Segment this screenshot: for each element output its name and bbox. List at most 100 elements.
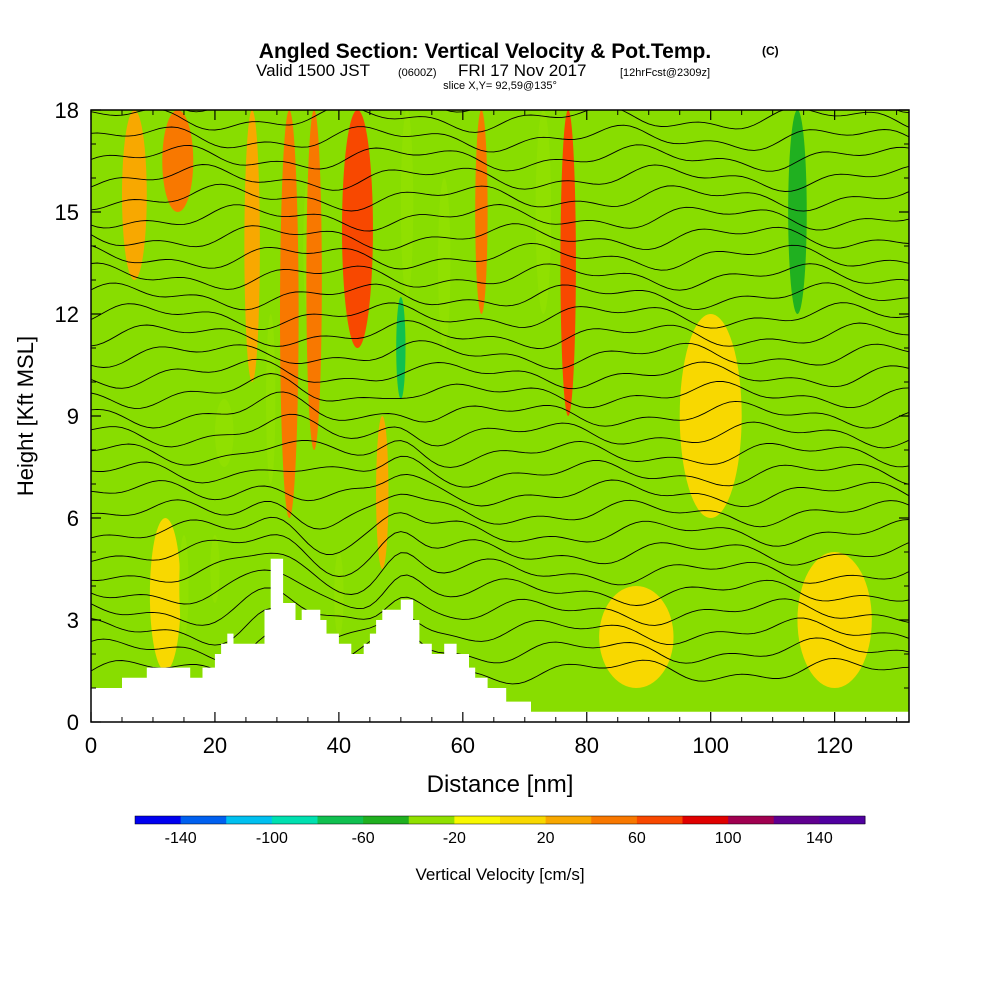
axes: 0 20 40 60 80 100 120 0 3 6 9 12 15 18 xyxy=(55,98,909,758)
x-tick-label: 0 xyxy=(85,733,97,758)
isentrope-line xyxy=(91,320,909,349)
x-tick-label: 60 xyxy=(451,733,475,758)
isentrope-line xyxy=(91,242,909,271)
isentrope-line xyxy=(91,262,909,291)
y-tick-label: 0 xyxy=(67,710,79,735)
velocity-cell xyxy=(210,535,220,603)
velocity-cell xyxy=(179,535,189,637)
colorbar-label: Vertical Velocity [cm/s] xyxy=(415,865,584,884)
colorbar-swatch xyxy=(271,816,318,824)
title-slice: slice X,Y= 92,59@135° xyxy=(443,80,557,92)
isentrope-line xyxy=(91,340,909,370)
isentrope-line xyxy=(91,440,909,468)
x-tick-label: 80 xyxy=(575,733,599,758)
isentrope-line xyxy=(91,373,909,409)
velocity-cell xyxy=(535,110,552,314)
colorbar-frame xyxy=(134,815,866,825)
colorbar-swatch xyxy=(819,816,866,824)
isentrope-line xyxy=(91,124,909,153)
velocity-cell xyxy=(266,314,276,484)
y-tick-label: 9 xyxy=(67,404,79,429)
colorbar-swatch xyxy=(773,816,820,824)
isentrope-line xyxy=(91,358,909,390)
isentrope-line xyxy=(91,204,909,232)
velocity-cell xyxy=(244,110,260,382)
isentrope-line xyxy=(91,183,909,212)
title-forecast: [12hrFcst@2309z] xyxy=(620,67,710,79)
title-valid-prefix: Valid 1500 JST xyxy=(256,61,370,80)
colorbar-tick-label: 20 xyxy=(537,830,555,847)
terrain-profile xyxy=(91,558,909,722)
colorbar-swatch xyxy=(408,816,455,824)
colorbar-tick-label: -140 xyxy=(165,830,197,847)
y-tick-label: 15 xyxy=(55,200,79,225)
velocity-cell xyxy=(438,178,451,348)
isentrope-line xyxy=(91,144,909,172)
velocity-cell xyxy=(280,110,299,518)
colorbar-tick-label: -20 xyxy=(443,830,466,847)
velocity-cell xyxy=(376,416,389,569)
isentrope-line xyxy=(91,455,909,488)
velocity-cell xyxy=(149,518,181,671)
colorbar-swatch xyxy=(682,816,729,824)
colorbar-tick-label: 100 xyxy=(715,830,742,847)
colorbar-swatch xyxy=(363,816,410,824)
isentrope-line xyxy=(91,531,909,577)
isentrope-line xyxy=(91,569,909,610)
title-valid-utc: (0600Z) xyxy=(398,67,437,79)
velocity-cell xyxy=(599,586,674,688)
y-tick-label: 12 xyxy=(55,302,79,327)
velocity-field xyxy=(121,110,872,688)
velocity-cell xyxy=(560,110,576,416)
velocity-cell xyxy=(788,110,807,314)
colorbar-swatch xyxy=(180,816,227,824)
colorbar-swatch xyxy=(317,816,364,824)
x-tick-label: 100 xyxy=(692,733,729,758)
colorbar-tick-label: 60 xyxy=(628,830,646,847)
isentrope-line xyxy=(91,587,909,626)
isentrope-line xyxy=(91,493,909,530)
isentrope-line xyxy=(91,413,909,449)
colorbar-swatch xyxy=(591,816,638,824)
velocity-cell xyxy=(306,110,322,450)
y-tick-label: 18 xyxy=(55,98,79,123)
x-tick-label: 20 xyxy=(203,733,227,758)
potential-temperature-contours xyxy=(91,110,909,694)
x-tick-label: 40 xyxy=(327,733,351,758)
colorbar-tick-label: -60 xyxy=(352,830,375,847)
terrain xyxy=(91,558,909,722)
velocity-cell xyxy=(400,110,414,297)
colorbar-swatch xyxy=(728,816,775,824)
isentrope-line xyxy=(91,473,909,508)
isentrope-line xyxy=(91,282,909,311)
colorbar-tick-label: -100 xyxy=(256,830,288,847)
title-main: Angled Section: Vertical Velocity & Pot.… xyxy=(259,40,711,63)
x-tick-label: 120 xyxy=(816,733,853,758)
velocity-cell xyxy=(334,552,344,637)
isentrope-line xyxy=(91,223,909,251)
colorbar-swatch xyxy=(135,816,182,824)
isentrope-line xyxy=(91,164,909,192)
title-valid-date: FRI 17 Nov 2017 xyxy=(458,61,587,80)
colorbar-swatch xyxy=(454,816,501,824)
isentrope-line xyxy=(91,391,909,429)
isentrope-line xyxy=(91,552,909,595)
x-axis-label: Distance [nm] xyxy=(427,771,574,798)
velocity-background xyxy=(91,110,909,722)
velocity-cell xyxy=(214,399,234,467)
colorbar: -140 -100 -60 -20 20 60 100 140 xyxy=(134,815,866,847)
y-axis-label: Height [Kft MSL] xyxy=(13,336,38,496)
y-tick-label: 6 xyxy=(67,506,79,531)
title-copyright: (C) xyxy=(762,44,779,58)
velocity-cell xyxy=(162,110,194,212)
chart-title: Angled Section: Vertical Velocity & Pot.… xyxy=(256,40,779,92)
colorbar-swatch xyxy=(636,816,683,824)
velocity-cell xyxy=(797,552,872,688)
colorbar-tick-label: 140 xyxy=(806,830,833,847)
y-tick-label: 3 xyxy=(67,608,79,633)
isentrope-line xyxy=(91,512,909,555)
isentrope-line xyxy=(91,302,909,330)
colorbar-swatch xyxy=(545,816,592,824)
velocity-cell xyxy=(475,110,488,314)
